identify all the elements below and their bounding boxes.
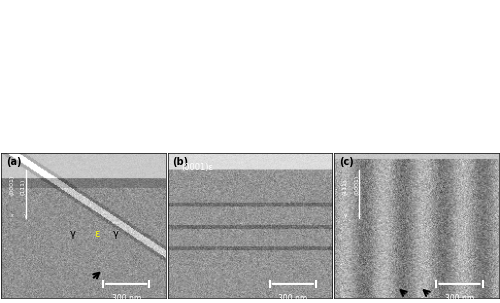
Text: (0001): (0001) — [354, 175, 359, 195]
Text: (0001)ε: (0001)ε — [181, 163, 213, 172]
Text: (0001): (0001) — [9, 175, 14, 195]
Text: ε: ε — [11, 213, 14, 218]
Text: γ: γ — [24, 213, 28, 218]
Text: 300 nm: 300 nm — [445, 294, 474, 303]
Text: ε: ε — [358, 213, 360, 218]
Text: γ: γ — [70, 229, 76, 239]
Text: γ: γ — [113, 229, 119, 239]
Text: (c): (c) — [340, 157, 354, 167]
Text: (111): (111) — [342, 178, 347, 195]
Text: γ: γ — [344, 213, 348, 218]
Text: (111): (111) — [21, 178, 26, 195]
Text: (b): (b) — [172, 157, 188, 167]
Text: 300 nm: 300 nm — [278, 294, 308, 303]
Text: 300 nm: 300 nm — [112, 294, 141, 303]
Text: (a): (a) — [6, 157, 22, 167]
Text: ε: ε — [95, 229, 100, 239]
